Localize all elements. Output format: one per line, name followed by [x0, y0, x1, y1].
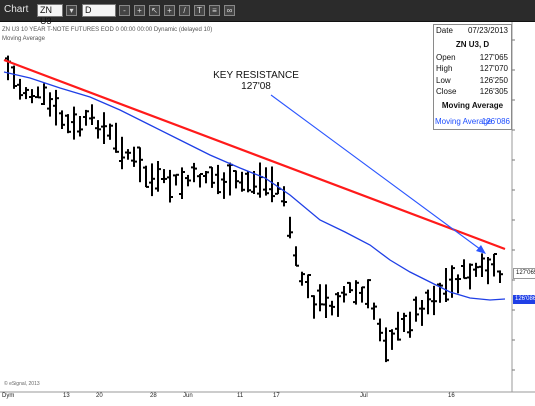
high-value: 127'070	[479, 64, 508, 73]
interval-input[interactable]: D	[82, 4, 116, 17]
time-axis-label: 11	[237, 393, 244, 399]
last-price-tag: 127'065	[513, 268, 535, 279]
zoom-in-icon[interactable]: +	[134, 5, 145, 16]
annotation-price: 127'08	[241, 81, 271, 92]
link-icon[interactable]: ∞	[224, 5, 235, 16]
symbol-input[interactable]: ZN U3	[37, 4, 63, 26]
price-bars	[5, 55, 503, 363]
time-axis-label: 13	[63, 393, 70, 399]
window-title: Chart	[4, 4, 29, 15]
symbol-line: ZN U3, D	[455, 40, 490, 49]
open-value: 127'065	[479, 53, 508, 62]
copyright-text: © eSignal, 2013	[4, 381, 40, 387]
study-info-line: Moving Average	[2, 36, 45, 42]
key-resistance-annotation: KEY RESISTANCE 127'08	[213, 70, 299, 92]
time-axis-label: 20	[96, 393, 103, 399]
chart-toolbar: Chart ZN U3 ▾ D - + ↖ + / T ≡ ∞	[0, 0, 535, 26]
time-axis-label: 16	[448, 393, 455, 399]
time-axis-label: Jun	[183, 393, 193, 399]
draw-line-icon[interactable]: /	[179, 5, 190, 16]
date-row: Date 07/23/2013	[436, 26, 508, 36]
time-axis-label: Dym	[2, 393, 15, 399]
high-label: High	[436, 64, 453, 73]
close-row: Close 126'305	[436, 87, 508, 97]
close-label: Close	[436, 87, 457, 96]
moving-average-tag: 126'086	[513, 295, 535, 304]
moving-average-line	[3, 71, 506, 301]
date-label: Date	[436, 26, 453, 35]
annotation-title: KEY RESISTANCE	[213, 70, 299, 81]
time-axis-label: Jul	[360, 393, 368, 399]
open-label: Open	[436, 53, 456, 62]
moving-average-readout: Moving Average 126'086	[435, 116, 510, 127]
price-axis-ticks	[512, 39, 515, 371]
properties-icon[interactable]: ≡	[209, 5, 220, 16]
open-row: Open 127'065	[436, 53, 508, 63]
time-axis-label: 17	[273, 393, 280, 399]
low-label: Low	[436, 76, 451, 85]
high-row: High 127'070	[436, 64, 508, 74]
date-value: 07/23/2013	[467, 26, 508, 35]
study-section-title: Moving Average	[441, 101, 504, 110]
low-value: 126'250	[479, 76, 508, 85]
cursor-icon[interactable]: ↖	[149, 5, 160, 16]
close-value: 126'305	[479, 87, 508, 96]
data-window: Date 07/23/2013 ZN U3, D Open 127'065 Hi…	[433, 24, 512, 130]
symbol-info-line: ZN U3 10 YEAR T-NOTE FUTURES EOD 0 00:00…	[2, 27, 213, 33]
ma-label: Moving Average	[435, 117, 493, 126]
low-row: Low 126'250	[436, 76, 508, 86]
text-tool-icon[interactable]: T	[194, 5, 205, 16]
ma-value: 126'086	[481, 117, 510, 126]
time-axis-label: 28	[150, 393, 157, 399]
zoom-out-icon[interactable]: -	[119, 5, 130, 16]
symbol-dropdown-icon[interactable]: ▾	[66, 5, 77, 16]
crosshair-icon[interactable]: +	[164, 5, 175, 16]
